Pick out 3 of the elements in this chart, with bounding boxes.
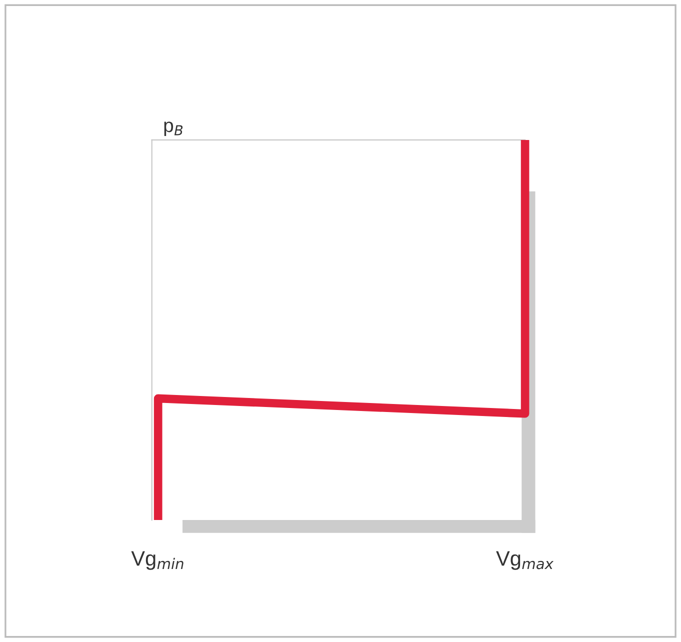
x-tick-label: Vg$_{min}$	[131, 551, 184, 570]
y-axis-title: p$_{B}$	[164, 122, 183, 136]
x-tick-label: Vg$_{max}$	[496, 551, 554, 570]
